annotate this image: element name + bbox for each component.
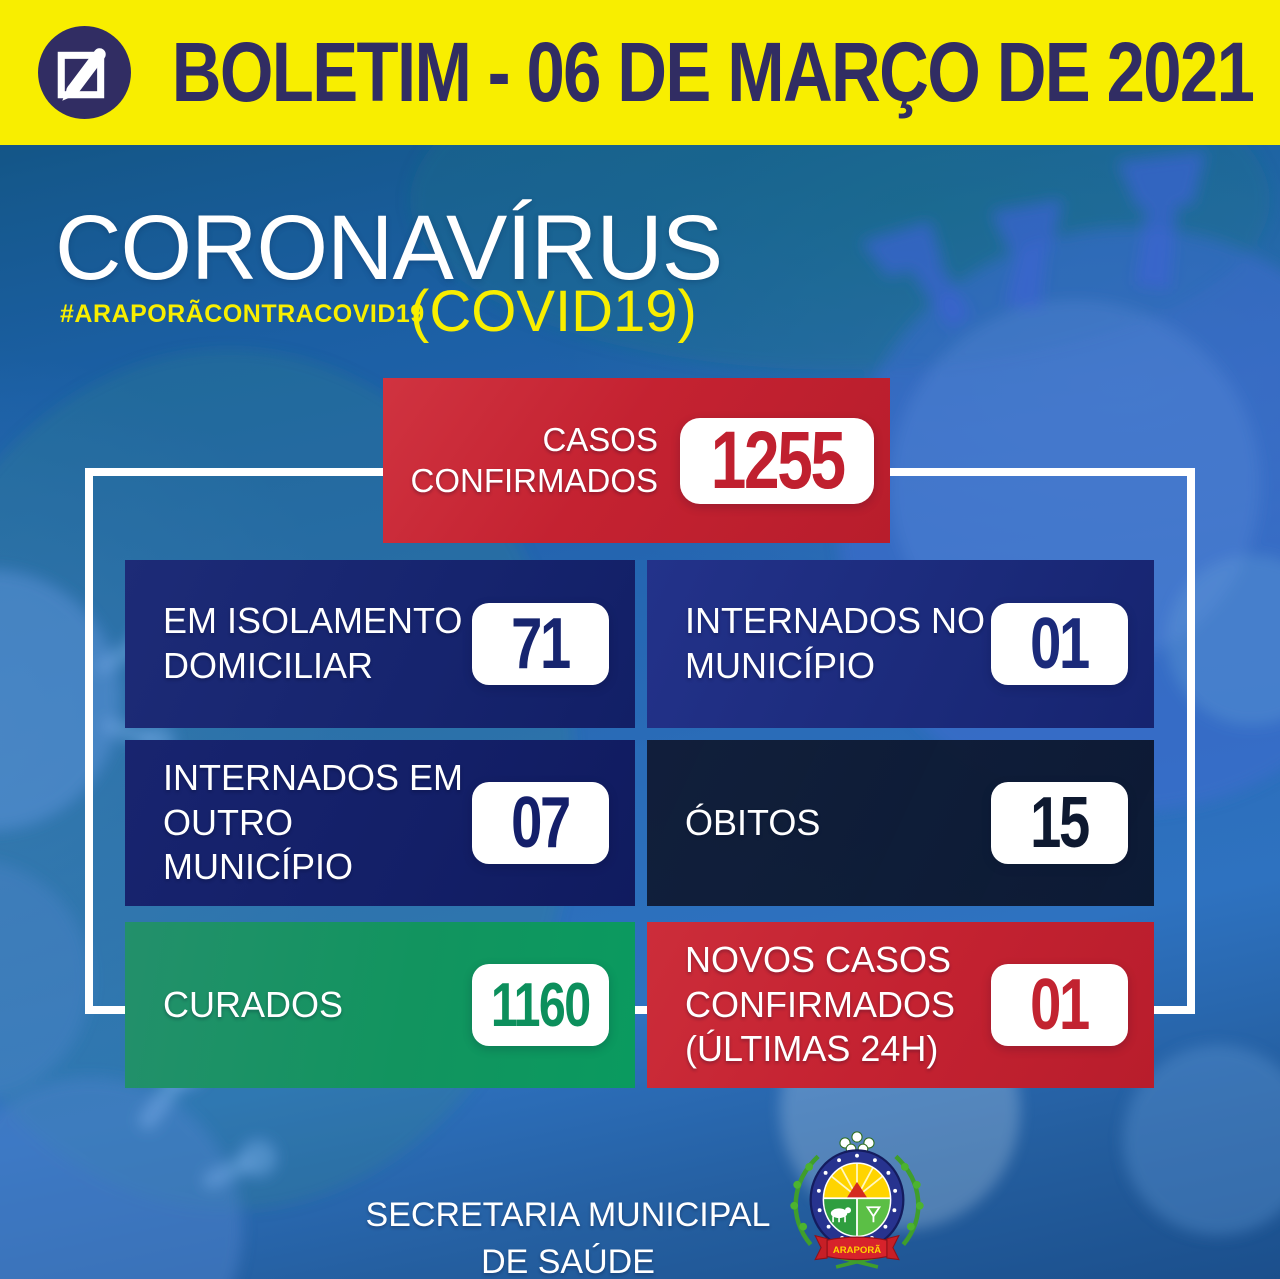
card-internados-no-municipio: INTERNADOS NO MUNICÍPIO 01 xyxy=(647,560,1154,728)
card-em-isolamento-domiciliar: EM ISOLAMENTO DOMICILIAR 71 xyxy=(125,560,635,728)
card-label: CURADOS xyxy=(163,983,344,1025)
covid19-subtitle: (COVID19) xyxy=(410,279,697,344)
card-value: 1160 xyxy=(491,970,591,1040)
header-bar: BOLETIM - 06 DE MARÇO DE 2021 xyxy=(0,0,1280,145)
card-label: NOVOS CASOS CONFIRMADOS (ÚLTIMAS 24H) xyxy=(685,939,955,1070)
value-pill: 15 xyxy=(991,782,1128,864)
arapora-coat-of-arms: ARAPORÃ xyxy=(782,1128,932,1279)
value-pill: 01 xyxy=(991,964,1128,1046)
campaign-hashtag: #ARAPORÃCONTRACOVID19 xyxy=(60,300,425,328)
edit-pencil-icon xyxy=(36,24,133,121)
card-casos-confirmados: CASOS CONFIRMADOS 1255 xyxy=(383,378,890,543)
card-label: CASOS CONFIRMADOS xyxy=(410,420,659,499)
card-label: EM ISOLAMENTO DOMICILIAR xyxy=(163,600,463,686)
footer-org-name: SECRETARIA MUNICIPAL DE SAÚDE xyxy=(318,1192,818,1279)
value-pill: 01 xyxy=(991,603,1128,685)
card-label: INTERNADOS EM OUTRO MUNICÍPIO xyxy=(163,757,464,888)
card-value: 01 xyxy=(1030,965,1091,1045)
card-curados: CURADOS 1160 xyxy=(125,922,635,1088)
card-value: 01 xyxy=(1030,604,1091,684)
card-label: ÓBITOS xyxy=(685,801,821,843)
footer-org-line2: DE SAÚDE xyxy=(481,1242,655,1279)
logo-ribbon-text: ARAPORÃ xyxy=(833,1245,881,1256)
card-value: 1255 xyxy=(710,414,846,506)
value-pill: 1160 xyxy=(472,964,609,1046)
value-pill: 07 xyxy=(472,782,609,864)
card-internados-em-outro-municipio: INTERNADOS EM OUTRO MUNICÍPIO 07 xyxy=(125,740,635,906)
card-label: INTERNADOS NO MUNICÍPIO xyxy=(685,600,986,686)
value-pill: 1255 xyxy=(680,415,874,506)
card-obitos: ÓBITOS 15 xyxy=(647,740,1154,906)
card-value: 71 xyxy=(511,604,572,684)
card-value: 07 xyxy=(511,783,572,863)
value-pill: 71 xyxy=(472,603,609,685)
bulletin-title: BOLETIM - 06 DE MARÇO DE 2021 xyxy=(171,25,1255,119)
card-novos-casos-24h: NOVOS CASOS CONFIRMADOS (ÚLTIMAS 24H) 01 xyxy=(647,922,1154,1088)
coronavirus-title: CORONAVÍRUS xyxy=(55,197,723,299)
footer-org-line1: SECRETARIA MUNICIPAL xyxy=(365,1196,771,1234)
card-value: 15 xyxy=(1030,783,1091,863)
